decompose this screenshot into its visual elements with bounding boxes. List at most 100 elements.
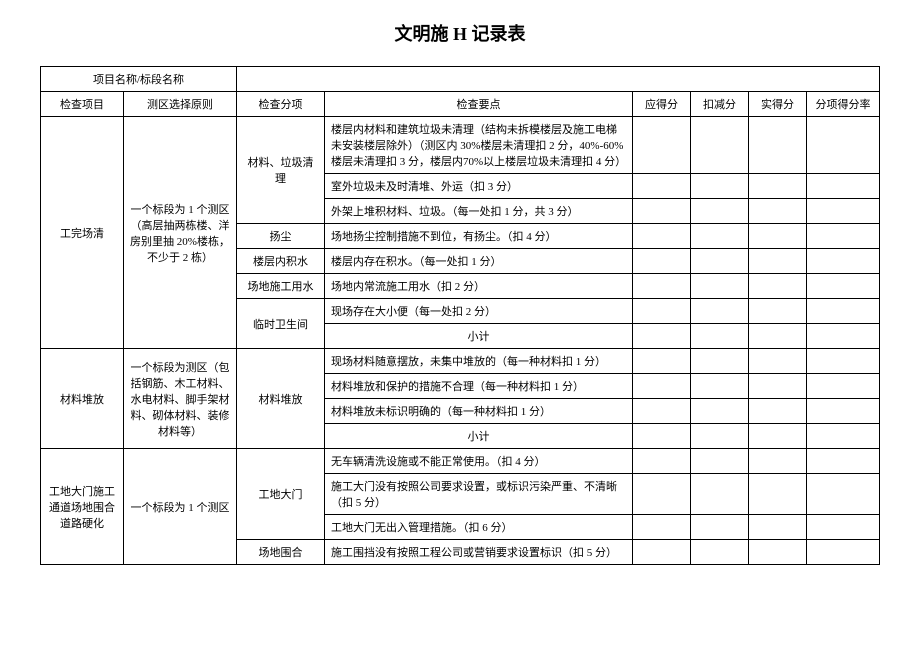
- cell: [633, 399, 691, 424]
- cell: [633, 299, 691, 324]
- cell: [807, 349, 880, 374]
- cell: [633, 249, 691, 274]
- s1-sub2-p1: 场地扬尘控制措施不到位，有扬尘。（扣 4 分）: [325, 224, 633, 249]
- s1-sub4-name: 场地施工用水: [237, 274, 325, 299]
- cell: [749, 249, 807, 274]
- cell: [633, 117, 691, 174]
- cell: [749, 224, 807, 249]
- table-row: 工地大门施工通道场地围合道路硬化 一个标段为 1 个测区 工地大门 无车辆清洗设…: [41, 449, 880, 474]
- cell: [691, 324, 749, 349]
- cell: [749, 449, 807, 474]
- s2-sub1-p3: 材料堆放未标识明确的（每一种材料扣 1 分）: [325, 399, 633, 424]
- cell: [691, 540, 749, 565]
- s1-sub4-p1: 场地内常流施工用水（扣 2 分）: [325, 274, 633, 299]
- cell: [691, 249, 749, 274]
- cell: [807, 249, 880, 274]
- s1-name: 工完场清: [41, 117, 124, 349]
- table-row: 工完场清 一个标段为 1 个测区（高层抽两栋楼、洋房别里抽 20%楼栋，不少于 …: [41, 117, 880, 174]
- cell: [749, 174, 807, 199]
- cell: [749, 349, 807, 374]
- s1-sub5-name: 临时卫生间: [237, 299, 325, 349]
- project-row: 项目名称/标段名称: [41, 67, 880, 92]
- s3-sub1-p1: 无车辆清洗设施或不能正常使用。（扣 4 分）: [325, 449, 633, 474]
- s1-subtotal: 小计: [325, 324, 633, 349]
- s1-sub1-p3: 外架上堆积材料、垃圾。（每一处扣 1 分，共 3 分）: [325, 199, 633, 224]
- col-points: 检查要点: [325, 92, 633, 117]
- s1-sub3-name: 楼层内积水: [237, 249, 325, 274]
- cell: [749, 515, 807, 540]
- s1-rule: 一个标段为 1 个测区（高层抽两栋楼、洋房别里抽 20%楼栋，不少于 2 栋）: [124, 117, 237, 349]
- s3-rule: 一个标段为 1 个测区: [124, 449, 237, 565]
- table-row: 材料堆放 一个标段为测区（包括钢筋、木工材料、水电材料、脚手架材料、砌体材料、装…: [41, 349, 880, 374]
- s2-rule: 一个标段为测区（包括钢筋、木工材料、水电材料、脚手架材料、砌体材料、装修材料等）: [124, 349, 237, 449]
- cell: [633, 474, 691, 515]
- record-table: 项目名称/标段名称 检查项目 测区选择原则 检查分项 检查要点 应得分 扣减分 …: [40, 66, 880, 565]
- cell: [633, 424, 691, 449]
- cell: [691, 117, 749, 174]
- cell: [807, 117, 880, 174]
- col-rate: 分项得分率: [807, 92, 880, 117]
- s3-sub1-name: 工地大门: [237, 449, 325, 540]
- col-should: 应得分: [633, 92, 691, 117]
- cell: [807, 374, 880, 399]
- page-title: 文明施 H 记录表: [40, 20, 880, 46]
- project-value: [237, 67, 880, 92]
- cell: [691, 374, 749, 399]
- s2-sub1-name: 材料堆放: [237, 349, 325, 449]
- cell: [691, 424, 749, 449]
- s1-sub2-name: 扬尘: [237, 224, 325, 249]
- cell: [749, 399, 807, 424]
- cell: [749, 474, 807, 515]
- cell: [749, 324, 807, 349]
- cell: [691, 174, 749, 199]
- cell: [807, 324, 880, 349]
- s3-sub2-p1: 施工围挡没有按照工程公司或营销要求设置标识（扣 5 分）: [325, 540, 633, 565]
- col-deduct: 扣减分: [691, 92, 749, 117]
- s1-sub1-p1: 楼层内材料和建筑垃圾未清理（结构未拆模楼层及施工电梯未安装楼层除外）（测区内 3…: [325, 117, 633, 174]
- cell: [749, 274, 807, 299]
- s1-sub1-name: 材料、垃圾清理: [237, 117, 325, 224]
- cell: [633, 540, 691, 565]
- cell: [807, 299, 880, 324]
- s2-name: 材料堆放: [41, 349, 124, 449]
- s1-sub5-p1: 现场存在大小便（每一处扣 2 分）: [325, 299, 633, 324]
- s3-sub1-p3: 工地大门无出入管理措施。（扣 6 分）: [325, 515, 633, 540]
- col-zone-rule: 测区选择原则: [124, 92, 237, 117]
- cell: [807, 474, 880, 515]
- cell: [749, 540, 807, 565]
- cell: [633, 224, 691, 249]
- cell: [807, 174, 880, 199]
- cell: [807, 399, 880, 424]
- cell: [807, 274, 880, 299]
- cell: [807, 224, 880, 249]
- cell: [691, 199, 749, 224]
- cell: [807, 515, 880, 540]
- s2-sub1-p1: 现场材料随意摆放，未集中堆放的（每一种材料扣 1 分）: [325, 349, 633, 374]
- cell: [749, 117, 807, 174]
- cell: [749, 299, 807, 324]
- header-row: 检查项目 测区选择原则 检查分项 检查要点 应得分 扣减分 实得分 分项得分率: [41, 92, 880, 117]
- col-actual: 实得分: [749, 92, 807, 117]
- cell: [633, 199, 691, 224]
- cell: [691, 349, 749, 374]
- s1-sub3-p1: 楼层内存在积水。（每一处扣 1 分）: [325, 249, 633, 274]
- cell: [691, 224, 749, 249]
- s3-sub2-name: 场地围合: [237, 540, 325, 565]
- cell: [749, 424, 807, 449]
- cell: [807, 540, 880, 565]
- cell: [691, 299, 749, 324]
- cell: [749, 374, 807, 399]
- cell: [633, 324, 691, 349]
- cell: [633, 274, 691, 299]
- cell: [807, 199, 880, 224]
- cell: [633, 174, 691, 199]
- cell: [633, 449, 691, 474]
- cell: [807, 424, 880, 449]
- cell: [691, 274, 749, 299]
- project-label: 项目名称/标段名称: [41, 67, 237, 92]
- cell: [691, 474, 749, 515]
- cell: [807, 449, 880, 474]
- cell: [633, 374, 691, 399]
- cell: [749, 199, 807, 224]
- col-sub-item: 检查分项: [237, 92, 325, 117]
